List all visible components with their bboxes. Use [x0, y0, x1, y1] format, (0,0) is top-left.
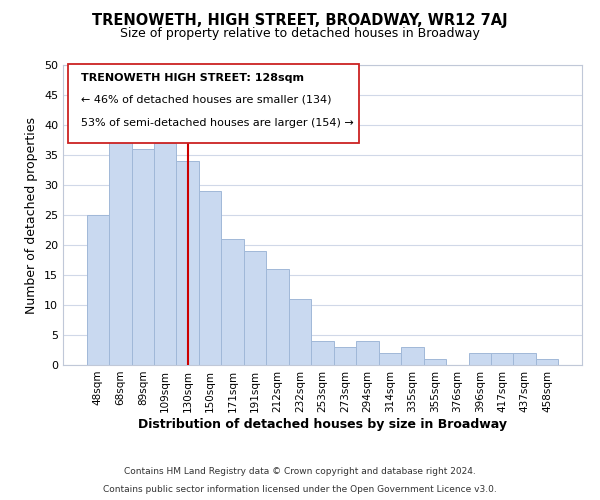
Text: Size of property relative to detached houses in Broadway: Size of property relative to detached ho…	[120, 28, 480, 40]
FancyBboxPatch shape	[68, 64, 359, 143]
Text: Contains public sector information licensed under the Open Government Licence v3: Contains public sector information licen…	[103, 485, 497, 494]
Y-axis label: Number of detached properties: Number of detached properties	[25, 116, 38, 314]
Bar	[244, 251, 266, 365]
Text: TRENOWETH, HIGH STREET, BROADWAY, WR12 7AJ: TRENOWETH, HIGH STREET, BROADWAY, WR12 7…	[92, 12, 508, 28]
Bar	[401, 347, 424, 365]
Bar	[491, 353, 514, 365]
Bar	[289, 299, 311, 365]
Bar	[199, 191, 221, 365]
Bar	[536, 359, 559, 365]
Bar	[311, 341, 334, 365]
Bar	[109, 125, 131, 365]
Bar	[221, 239, 244, 365]
Bar	[514, 353, 536, 365]
Bar	[334, 347, 356, 365]
Bar	[176, 161, 199, 365]
Text: 53% of semi-detached houses are larger (154) →: 53% of semi-detached houses are larger (…	[81, 118, 354, 128]
Bar	[86, 215, 109, 365]
Bar	[379, 353, 401, 365]
Text: TRENOWETH HIGH STREET: 128sqm: TRENOWETH HIGH STREET: 128sqm	[81, 72, 304, 83]
X-axis label: Distribution of detached houses by size in Broadway: Distribution of detached houses by size …	[138, 418, 507, 430]
Bar	[424, 359, 446, 365]
Bar	[131, 149, 154, 365]
Bar	[266, 269, 289, 365]
Bar	[469, 353, 491, 365]
Text: Contains HM Land Registry data © Crown copyright and database right 2024.: Contains HM Land Registry data © Crown c…	[124, 467, 476, 476]
Bar	[154, 143, 176, 365]
Text: ← 46% of detached houses are smaller (134): ← 46% of detached houses are smaller (13…	[81, 95, 332, 105]
Bar	[356, 341, 379, 365]
